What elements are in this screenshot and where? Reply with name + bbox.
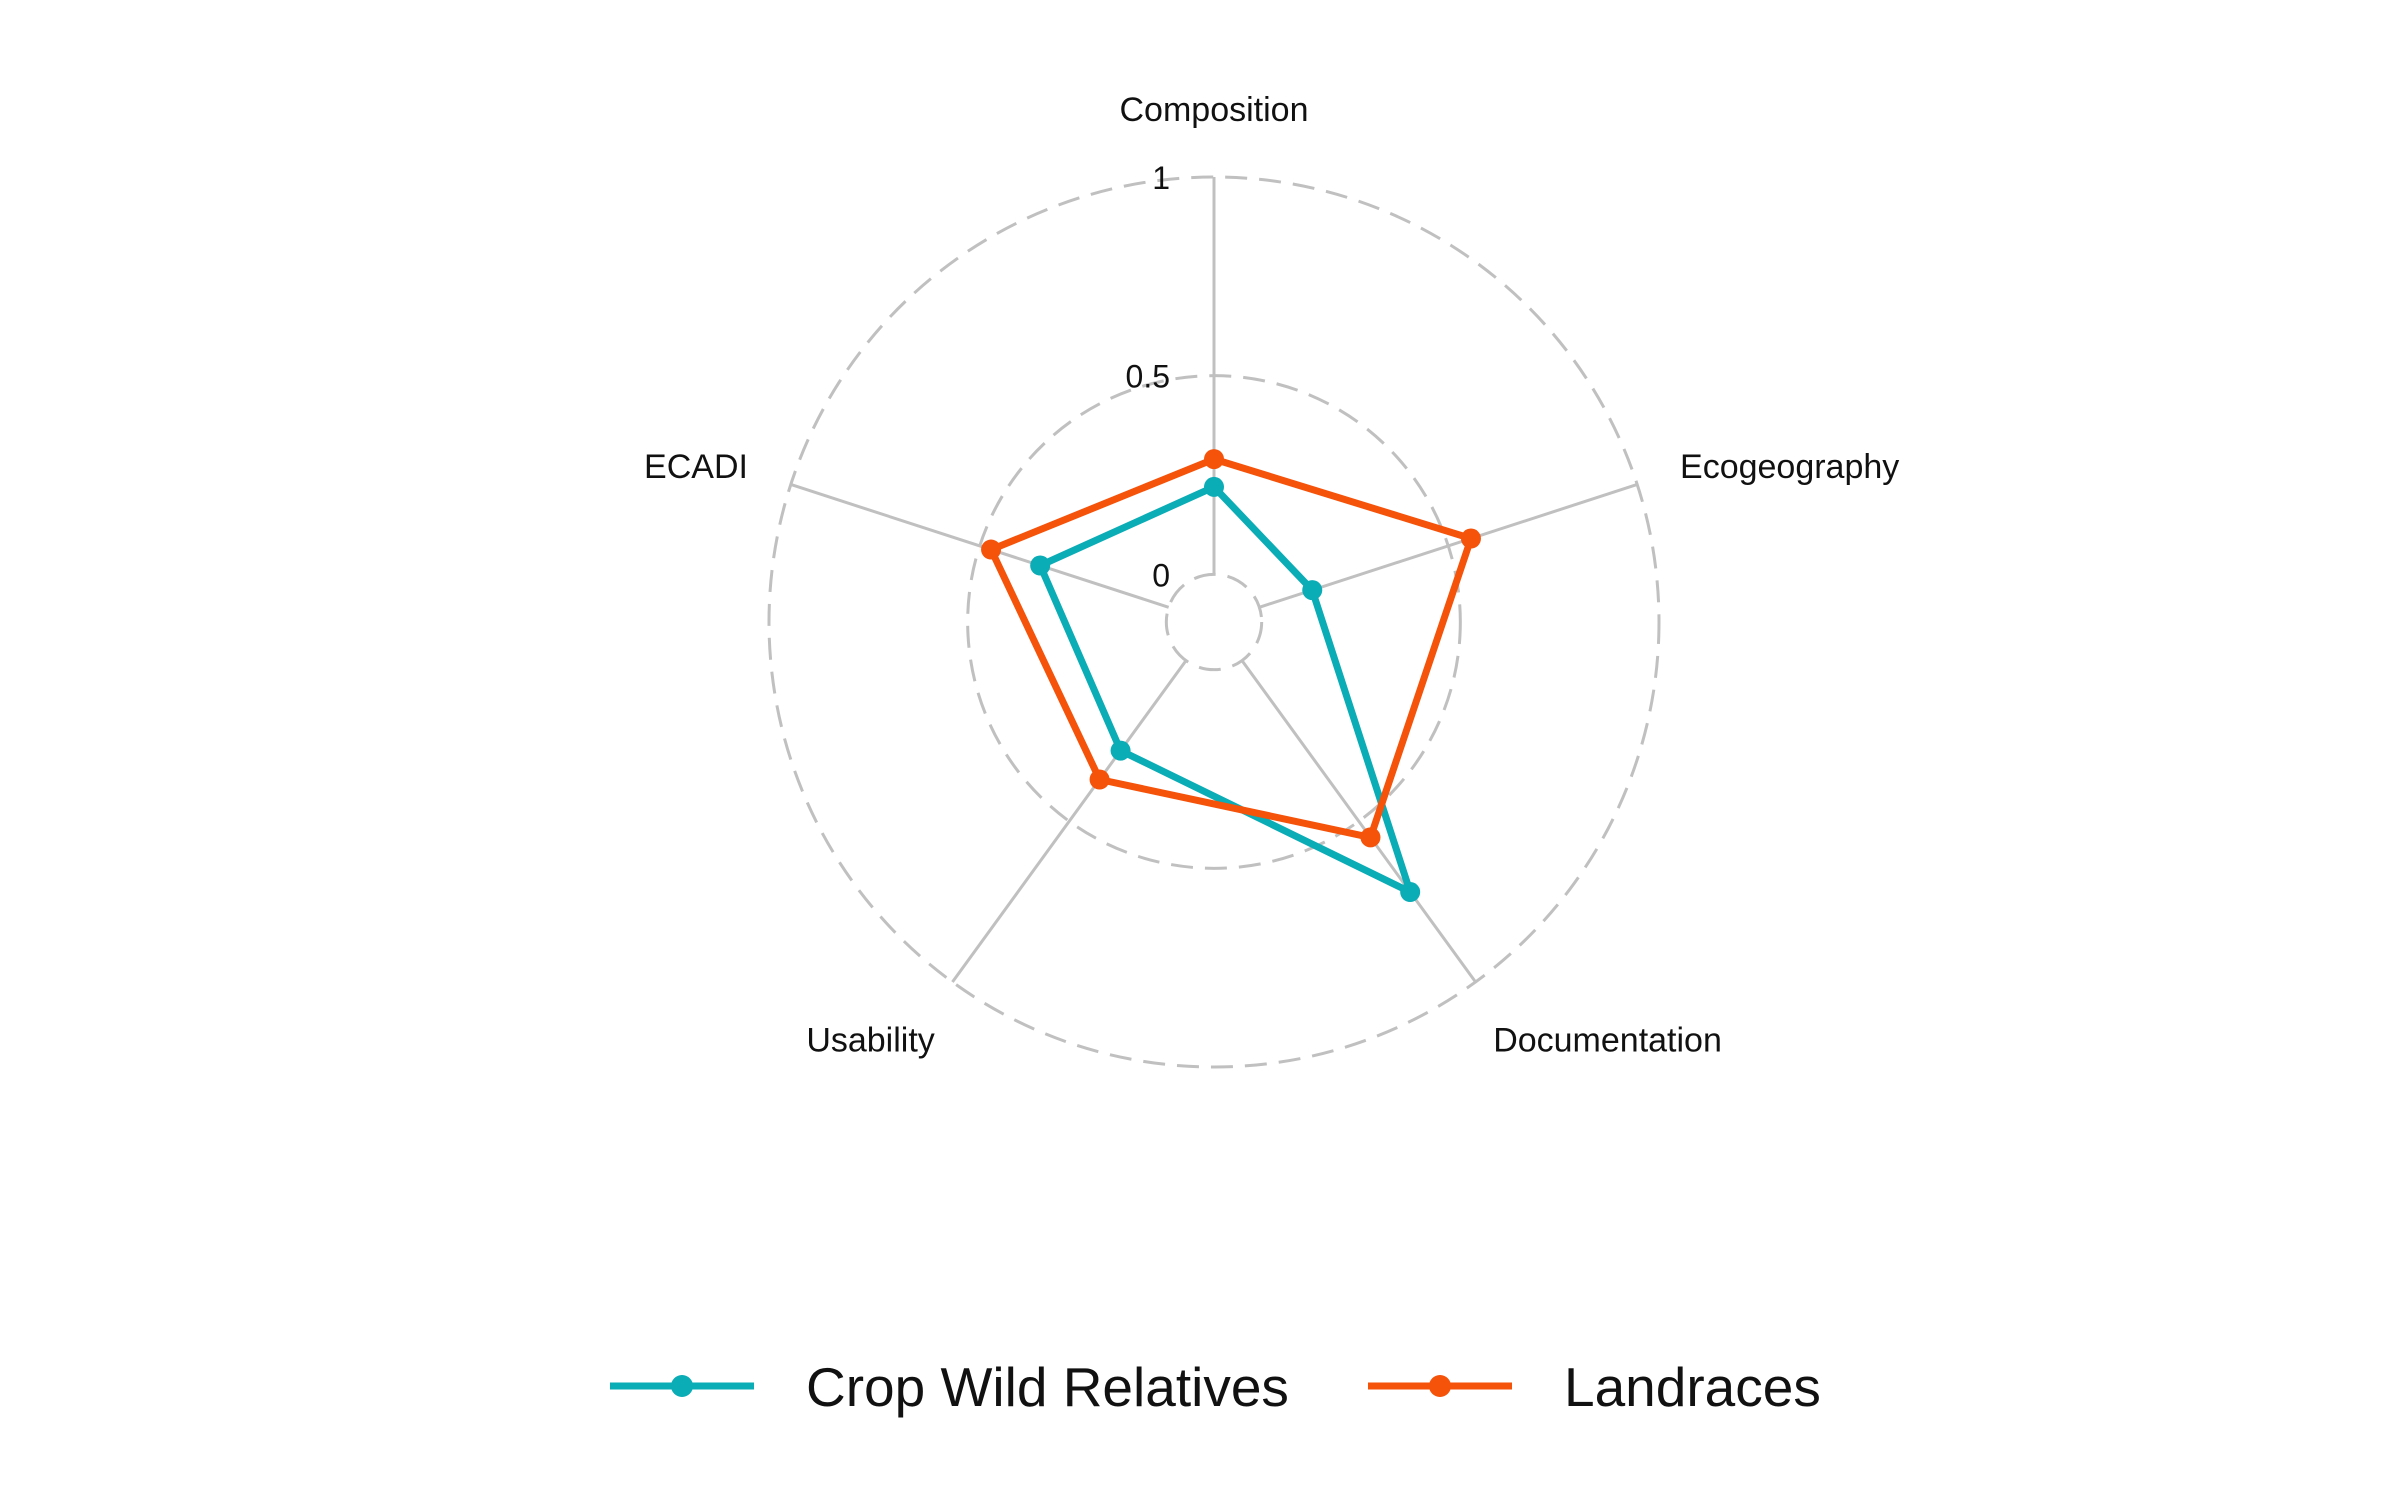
point-crop-wild-relatives-documentation — [1400, 882, 1421, 903]
point-landraces-usability — [1089, 769, 1110, 790]
point-landraces-ecogeography — [1460, 528, 1481, 549]
point-landraces-ecadi — [981, 539, 1002, 560]
spoke-usability — [951, 659, 1188, 983]
grid-ring-1 — [767, 175, 1661, 1069]
tick-label-1: 1 — [1152, 160, 1170, 196]
axis-labels: Composition Ecogeography Documentation Usab… — [644, 91, 1899, 1059]
legend-swatch-point — [671, 1375, 693, 1397]
axis-label-documentation: Documentation — [1493, 1021, 1722, 1059]
series-landraces — [981, 449, 1481, 848]
spoke-ecogeography — [1258, 483, 1638, 609]
radial-tick-labels: 00.51 — [1126, 160, 1170, 593]
legend-item-crop-wild-relatives: Crop Wild Relatives — [610, 1356, 1289, 1418]
legend-swatch-point — [1429, 1375, 1451, 1397]
series-line-crop-wild-relatives — [1036, 483, 1414, 896]
spoke-documentation — [1240, 659, 1477, 983]
series-group — [981, 449, 1481, 903]
point-crop-wild-relatives-composition — [1204, 476, 1224, 497]
series-line-landraces — [987, 455, 1475, 841]
grid-ring-0 — [1164, 572, 1264, 672]
axis-label-composition: Composition — [1120, 91, 1309, 129]
point-crop-wild-relatives-usability — [1110, 740, 1131, 761]
axis-label-ecogeography: Ecogeography — [1680, 448, 1899, 486]
legend-label-crop-wild-relatives: Crop Wild Relatives — [806, 1356, 1289, 1418]
tick-label-0: 0 — [1152, 557, 1170, 593]
legend: Crop Wild Relatives Landraces — [610, 1356, 1821, 1418]
spokes — [790, 177, 1638, 983]
legend-label-landraces: Landraces — [1564, 1356, 1821, 1418]
spoke-ecadi — [790, 483, 1170, 609]
point-landraces-composition — [1204, 449, 1224, 470]
point-crop-wild-relatives-ecadi — [1030, 555, 1051, 576]
point-landraces-documentation — [1360, 827, 1381, 848]
series-crop-wild-relatives — [1030, 476, 1421, 903]
axis-label-ecadi: ECADI — [644, 448, 748, 486]
axis-label-usability: Usability — [806, 1021, 934, 1059]
point-crop-wild-relatives-ecogeography — [1302, 580, 1323, 601]
legend-item-landraces: Landraces — [1368, 1356, 1821, 1418]
tick-label-0-5: 0.5 — [1126, 359, 1170, 395]
